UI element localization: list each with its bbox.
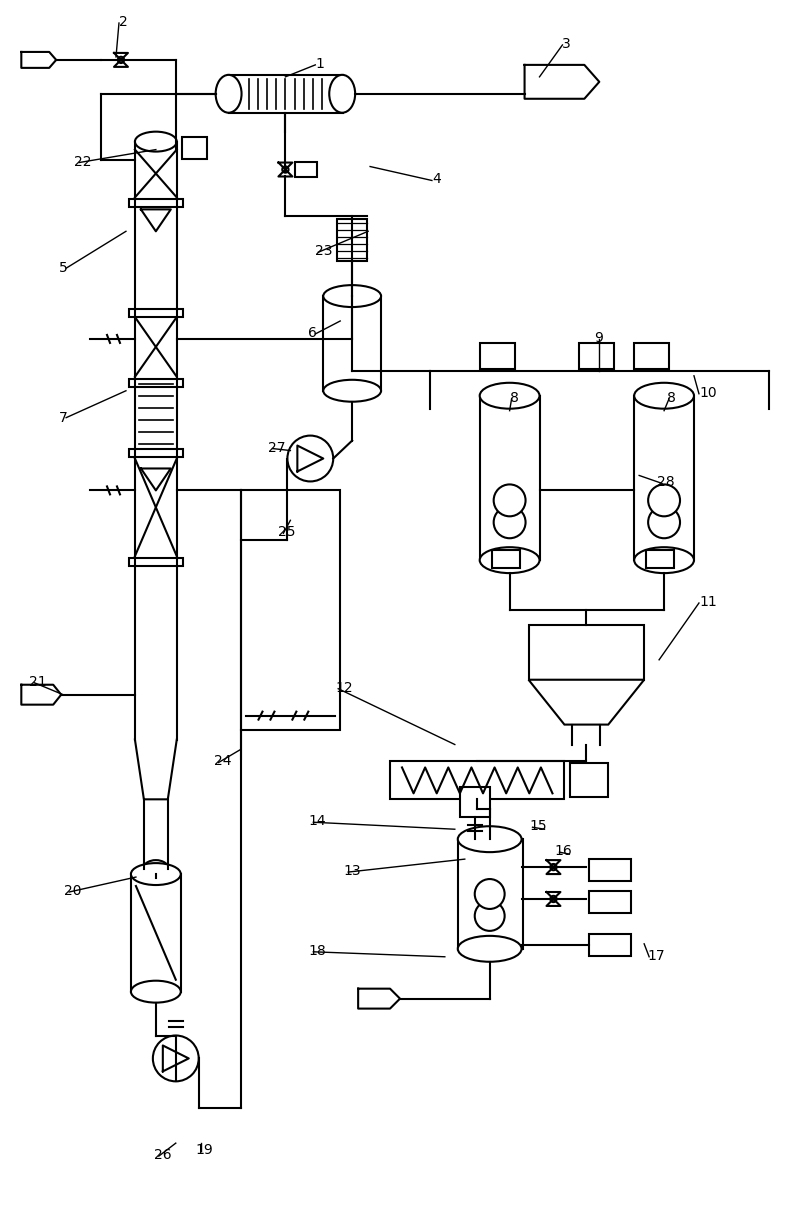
Circle shape xyxy=(287,435,334,481)
Text: 27: 27 xyxy=(269,440,286,454)
Bar xyxy=(338,219,367,262)
Ellipse shape xyxy=(480,383,539,408)
Ellipse shape xyxy=(143,861,169,877)
Circle shape xyxy=(648,485,680,516)
Ellipse shape xyxy=(135,132,177,152)
Text: 17: 17 xyxy=(647,949,665,962)
Text: 9: 9 xyxy=(594,331,603,345)
Text: 21: 21 xyxy=(30,675,47,688)
Bar xyxy=(646,550,674,568)
Text: 2: 2 xyxy=(119,15,128,29)
Bar xyxy=(579,343,614,368)
Ellipse shape xyxy=(131,863,181,885)
Polygon shape xyxy=(529,625,644,680)
Ellipse shape xyxy=(216,75,242,113)
Ellipse shape xyxy=(458,827,522,852)
Text: 12: 12 xyxy=(335,681,353,694)
Text: 24: 24 xyxy=(214,754,231,768)
Text: 1: 1 xyxy=(315,57,324,70)
Text: 18: 18 xyxy=(308,944,326,957)
Bar xyxy=(590,859,631,881)
Bar xyxy=(129,379,182,387)
Ellipse shape xyxy=(330,75,355,113)
Text: 13: 13 xyxy=(343,864,361,877)
Circle shape xyxy=(550,864,557,870)
Text: 26: 26 xyxy=(154,1148,171,1162)
Bar xyxy=(129,559,182,566)
Bar xyxy=(480,343,514,368)
Text: 8: 8 xyxy=(510,390,518,405)
Bar xyxy=(295,161,318,177)
Circle shape xyxy=(494,485,526,516)
Bar xyxy=(131,874,181,991)
Circle shape xyxy=(474,879,505,909)
Ellipse shape xyxy=(634,383,694,408)
Bar xyxy=(390,761,565,800)
Ellipse shape xyxy=(634,547,694,573)
Bar xyxy=(229,75,343,113)
Text: 5: 5 xyxy=(59,261,68,275)
Ellipse shape xyxy=(323,379,381,401)
Text: 6: 6 xyxy=(308,326,317,339)
Bar xyxy=(129,448,182,457)
Circle shape xyxy=(550,896,557,902)
Bar xyxy=(480,396,539,560)
Bar xyxy=(634,396,694,560)
Circle shape xyxy=(648,507,680,538)
Text: 15: 15 xyxy=(530,819,547,833)
Text: 25: 25 xyxy=(278,525,296,539)
Text: 19: 19 xyxy=(196,1143,214,1157)
Text: 4: 4 xyxy=(432,172,441,187)
Bar xyxy=(590,891,631,913)
Ellipse shape xyxy=(323,285,381,307)
Circle shape xyxy=(474,901,505,931)
Text: 23: 23 xyxy=(315,245,333,258)
Text: 11: 11 xyxy=(699,595,717,608)
Bar xyxy=(570,764,608,797)
Bar xyxy=(129,200,182,207)
Text: 8: 8 xyxy=(667,390,676,405)
Bar xyxy=(492,550,519,568)
Bar xyxy=(634,343,669,368)
Text: 28: 28 xyxy=(657,475,674,490)
Text: 14: 14 xyxy=(308,814,326,828)
Ellipse shape xyxy=(458,936,522,962)
Bar xyxy=(241,491,340,730)
Bar xyxy=(590,934,631,956)
Text: 22: 22 xyxy=(74,155,92,168)
Polygon shape xyxy=(529,680,644,725)
Text: 20: 20 xyxy=(64,884,82,898)
Circle shape xyxy=(494,507,526,538)
Ellipse shape xyxy=(480,547,539,573)
Text: 10: 10 xyxy=(699,385,717,400)
Bar xyxy=(458,839,522,949)
Bar xyxy=(323,296,381,390)
Text: 3: 3 xyxy=(562,36,571,51)
Bar xyxy=(460,788,490,817)
Ellipse shape xyxy=(131,981,181,1002)
Text: 7: 7 xyxy=(59,411,68,424)
Circle shape xyxy=(118,57,124,63)
Text: 16: 16 xyxy=(554,844,572,858)
Bar xyxy=(182,137,206,159)
Circle shape xyxy=(282,166,289,172)
Circle shape xyxy=(153,1035,198,1081)
Bar xyxy=(129,309,182,318)
